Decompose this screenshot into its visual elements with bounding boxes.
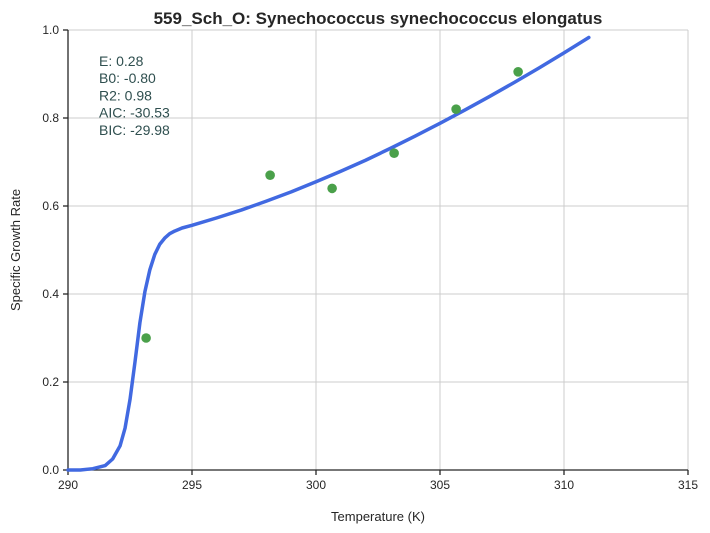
data-point [513,67,523,77]
fit-stat-bic: BIC: -29.98 [99,122,170,138]
x-tick-label: 315 [678,478,698,492]
grid [68,29,689,470]
data-point [389,148,399,158]
x-tick-label: 295 [182,478,202,492]
data-point [265,170,275,180]
y-tick-label: 0.2 [42,375,59,389]
y-tick-label: 0.8 [42,111,59,125]
y-tick-label: 0.4 [42,287,59,301]
x-tick-label: 310 [554,478,574,492]
data-point [327,183,337,194]
fit-stat-b0: B0: -0.80 [99,70,156,86]
data-point [141,333,151,343]
y-tick-label: 1.0 [42,23,59,37]
y-axis-label: Specific Growth Rate [8,189,23,311]
fit-curve [66,35,591,472]
fit-stat-e: E: 0.28 [99,53,144,69]
fit-stat-aic: AIC: -30.53 [99,105,170,121]
x-axis-label: Temperature (K) [331,509,425,524]
y-tick-label: 0.0 [42,463,59,477]
data-points [141,67,523,343]
x-tick-label: 290 [58,478,78,492]
fit-stat-r2: R2: 0.98 [99,87,152,103]
chart-title: 559_Sch_O: Synechococcus synechococcus e… [154,9,603,28]
tick-labels: 290 295 300 305 310 315 0.0 0.2 0.4 0.6 0.8 1.0 [42,23,698,492]
fit-curve-layer [66,35,591,472]
y-tick-label: 0.6 [42,199,59,213]
axes [63,29,689,475]
x-tick-label: 305 [430,478,450,492]
x-tick-label: 300 [306,478,326,492]
data-point [451,104,461,114]
